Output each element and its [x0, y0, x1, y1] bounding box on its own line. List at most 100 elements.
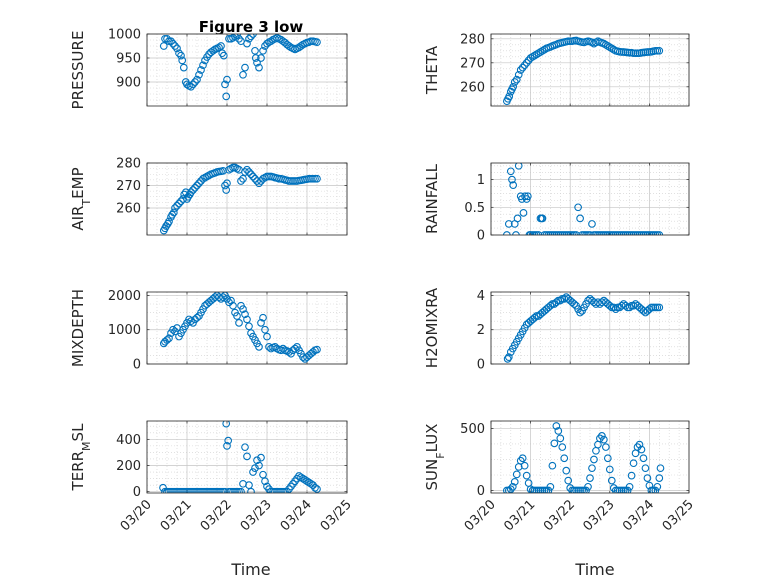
data-point	[209, 487, 217, 493]
data-point	[199, 61, 207, 70]
data-point	[168, 210, 177, 219]
data-point	[655, 46, 664, 55]
data-point	[261, 477, 269, 486]
axes-frame	[490, 162, 690, 236]
y-axis-label: H2OMIXRA	[423, 287, 441, 368]
data-point	[224, 436, 233, 445]
data-point	[169, 39, 177, 48]
data-point	[189, 487, 197, 493]
data-point	[554, 427, 563, 435]
data-point	[546, 301, 555, 310]
data-point	[603, 42, 612, 50]
data-point	[637, 445, 646, 454]
data-point	[526, 54, 535, 62]
data-point	[219, 487, 227, 493]
data-point	[171, 204, 179, 212]
data-point	[178, 56, 187, 65]
data-point	[183, 487, 191, 493]
data-point	[582, 486, 590, 493]
data-point	[221, 80, 229, 89]
data-point	[629, 459, 638, 468]
data-point	[241, 443, 249, 452]
data-point	[311, 174, 319, 183]
y-tick-label: 280	[116, 157, 141, 172]
x-tick-label: 03/23	[581, 497, 618, 534]
data-point	[313, 345, 321, 354]
data-point	[277, 487, 285, 493]
data-point	[211, 487, 219, 493]
data-point	[297, 473, 305, 482]
data-point	[255, 461, 263, 470]
data-point	[245, 168, 253, 176]
data-point	[311, 483, 319, 492]
mixdepth-axes: 0 1000 2000 MIXDEPTH	[69, 289, 348, 373]
data-point	[269, 487, 277, 493]
data-point	[271, 487, 279, 493]
data-point	[523, 192, 532, 201]
data-point	[169, 487, 177, 493]
data-point	[556, 434, 565, 443]
data-point	[187, 487, 195, 493]
data-point	[621, 301, 630, 310]
terr-msl-axes: 0 200 400 TERRMSL 03/20 03/21 03/22 03/23 03/24 0…	[69, 420, 355, 534]
x-tick-label: 03/22	[541, 497, 578, 534]
data-point	[655, 474, 664, 482]
data-point	[603, 454, 612, 463]
data-point	[598, 432, 606, 440]
x-tick-label: 03/20	[462, 497, 499, 534]
data-point	[513, 214, 522, 223]
data-point	[512, 75, 521, 84]
data-point	[285, 42, 293, 50]
data-point	[645, 481, 654, 490]
data-point	[643, 474, 652, 482]
data-point	[185, 487, 193, 493]
y-tick-label: 1	[477, 173, 485, 188]
data-point	[265, 343, 273, 351]
data-point	[261, 325, 269, 334]
data-point	[548, 461, 557, 470]
y-axis-label: AIRTEMP	[69, 167, 93, 230]
data-point	[233, 34, 241, 39]
data-point	[249, 172, 257, 181]
data-point	[205, 487, 213, 493]
data-series	[159, 163, 321, 235]
data-point	[175, 199, 183, 208]
x-tick-label: 03/23	[238, 497, 275, 534]
data-point	[281, 487, 289, 493]
data-point	[544, 486, 553, 493]
data-point	[237, 177, 245, 185]
data-point	[560, 454, 569, 463]
data-point	[191, 487, 199, 493]
data-point	[625, 482, 634, 491]
data-point	[165, 334, 173, 343]
data-point	[195, 70, 203, 79]
data-point	[518, 63, 527, 72]
data-point	[307, 174, 315, 183]
data-point	[193, 313, 201, 322]
data-point	[287, 177, 295, 185]
y-tick-label: 200	[116, 459, 141, 474]
data-point	[175, 487, 183, 493]
data-point	[165, 37, 173, 46]
data-point	[195, 179, 203, 188]
data-point	[285, 177, 293, 185]
x-tick-label: 03/24	[620, 497, 657, 534]
air-temp-axes: 260 270 280 AIRTEMP	[69, 157, 348, 236]
data-point	[609, 303, 618, 312]
data-point	[656, 464, 665, 473]
data-point	[259, 46, 267, 55]
data-point	[222, 92, 231, 101]
data-point	[564, 476, 573, 485]
data-point	[219, 51, 228, 60]
data-point	[193, 75, 201, 84]
pressure-axes: 900 950 1000 PRESSURE	[69, 28, 348, 109]
data-point	[239, 70, 247, 79]
y-tick-label: 260	[460, 80, 485, 95]
data-point	[588, 464, 596, 473]
y-tick-label: 1000	[108, 28, 141, 43]
data-point	[297, 42, 305, 50]
data-point	[633, 443, 642, 451]
h2omixra-axes: 0 2 4 H2OMIXRA	[423, 287, 690, 373]
data-point	[506, 485, 515, 493]
theta-axes: 260 270 280 THETA	[423, 32, 690, 107]
